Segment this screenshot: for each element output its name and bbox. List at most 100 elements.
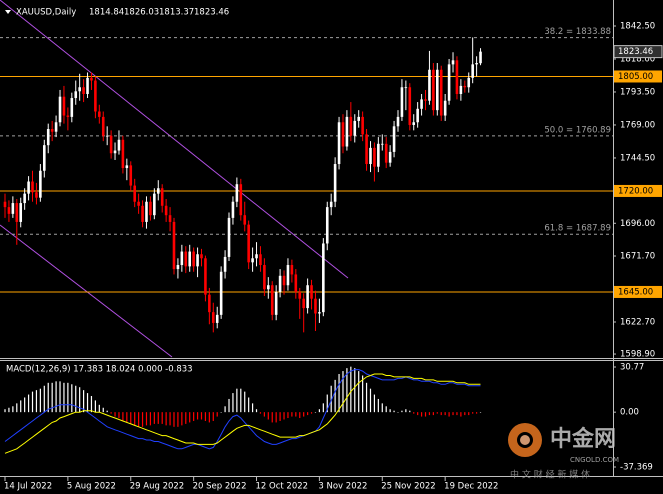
fib-label: 50.0 = 1760.89 <box>544 125 611 135</box>
candle-body <box>121 139 125 169</box>
watermark: 中金网 CNGOLD.COM 中 文 财 经 新 媒 体 <box>508 423 619 481</box>
candle-body <box>420 99 423 109</box>
candle-body <box>7 207 11 214</box>
watermark-site: CNGOLD.COM <box>570 456 619 464</box>
candle-body <box>428 69 431 101</box>
x-tick-label: 12 Oct 2022 <box>256 482 309 492</box>
candle-body <box>365 134 368 165</box>
macd-histogram-bar <box>63 382 65 413</box>
macd-histogram-bar <box>236 388 238 413</box>
macd-histogram-bar <box>185 412 187 424</box>
level-label-box <box>614 184 662 197</box>
macd-histogram-bar <box>67 382 69 413</box>
candle-body <box>204 258 207 295</box>
candle-body <box>243 215 247 225</box>
candle-body <box>105 135 109 137</box>
watermark-brand: 中金网 <box>550 426 616 452</box>
candle-body <box>19 203 23 222</box>
candle-body <box>11 203 15 214</box>
candle-body <box>50 129 54 132</box>
macd-histogram-bar <box>47 382 49 413</box>
candle-body <box>380 143 384 145</box>
macd-histogram-bar <box>377 398 379 413</box>
candle-body <box>125 165 129 169</box>
candle-body <box>306 285 309 309</box>
macd-histogram-bar <box>350 366 352 413</box>
candle-body <box>373 147 376 167</box>
macd-histogram-bar <box>354 368 356 413</box>
candle-body <box>282 275 286 286</box>
macd-histogram-bar <box>212 412 214 421</box>
menu-arrow[interactable] <box>5 10 11 14</box>
candle-body <box>392 126 396 152</box>
macd-histogram-bar <box>346 368 348 413</box>
candle-body <box>109 135 113 154</box>
x-tick-label: 19 Dec 2022 <box>444 482 498 492</box>
candle-body <box>310 285 313 299</box>
macd-histogram-bar <box>440 412 442 416</box>
macd-histogram-bar <box>204 412 207 421</box>
macd-histogram-bar <box>208 412 210 423</box>
macd-histogram-bar <box>181 412 183 426</box>
watermark-slogan: 中 文 财 经 新 媒 体 <box>510 469 590 481</box>
candle-body <box>35 192 38 198</box>
macd-histogram-bar <box>75 385 77 413</box>
macd-histogram-bar <box>424 412 427 417</box>
macd-histogram-bar <box>240 388 242 413</box>
level-label-box <box>614 285 662 298</box>
candle-body <box>58 96 62 123</box>
candle-body <box>27 181 30 194</box>
price-label-box <box>613 45 663 59</box>
x-tick-label: 14 Jul 2022 <box>4 482 52 492</box>
candle-body <box>263 265 266 290</box>
macd-histogram-bar <box>153 412 155 424</box>
y-tick-label: 1671.70 <box>620 251 655 261</box>
candle-body <box>443 100 447 116</box>
macd-histogram-bar <box>460 412 462 417</box>
candle-body <box>62 96 66 116</box>
macd-histogram-bar <box>193 412 195 421</box>
candle-body <box>133 185 136 202</box>
macd-histogram-bar <box>307 412 309 416</box>
x-tick-label: 25 Nov 2022 <box>381 482 435 492</box>
macd-histogram-bar <box>381 403 383 413</box>
macd-histogram-bar <box>314 412 317 413</box>
macd-histogram-bar <box>468 412 470 416</box>
candle-body <box>408 87 412 125</box>
macd-histogram-bar <box>102 407 104 413</box>
macd-histogram-bar <box>413 412 415 414</box>
candle-body <box>223 256 227 272</box>
fib-label: 61.8 = 1687.89 <box>544 224 611 234</box>
ohlc-low: 1813.37 <box>159 8 194 18</box>
macd-histogram-bar <box>248 397 250 413</box>
macd-histogram-bar <box>20 400 22 413</box>
candle-body <box>416 108 419 123</box>
candle-body <box>341 122 345 147</box>
candle-body <box>247 224 250 263</box>
candle-body <box>39 170 42 198</box>
x-tick-label: 20 Sep 2022 <box>193 482 247 492</box>
macd-histogram-bar <box>271 412 273 423</box>
candle-body <box>467 77 471 88</box>
y-tick-label: 1769.00 <box>620 120 655 130</box>
candle-body <box>172 221 176 270</box>
macd-histogram-bar <box>432 412 434 416</box>
candle-body <box>23 193 26 204</box>
candle-body <box>361 116 364 135</box>
macd-histogram-bar <box>216 412 218 417</box>
watermark-logo <box>520 435 530 445</box>
candle-body <box>208 294 211 313</box>
macd-histogram-bar <box>220 412 222 413</box>
candle-body <box>78 87 81 92</box>
candle-body <box>255 254 258 259</box>
ohlc-close: 1823.46 <box>194 8 229 18</box>
macd-histogram-bar <box>283 412 285 420</box>
candle-body <box>267 285 270 290</box>
macd-histogram-bar <box>177 412 179 427</box>
x-tick-label: 5 Aug 2022 <box>67 482 116 492</box>
macd-histogram-bar <box>4 409 6 413</box>
macd-histogram-bar <box>145 412 148 426</box>
candle-body <box>141 205 144 222</box>
y-tick-label: 1622.70 <box>620 317 655 327</box>
